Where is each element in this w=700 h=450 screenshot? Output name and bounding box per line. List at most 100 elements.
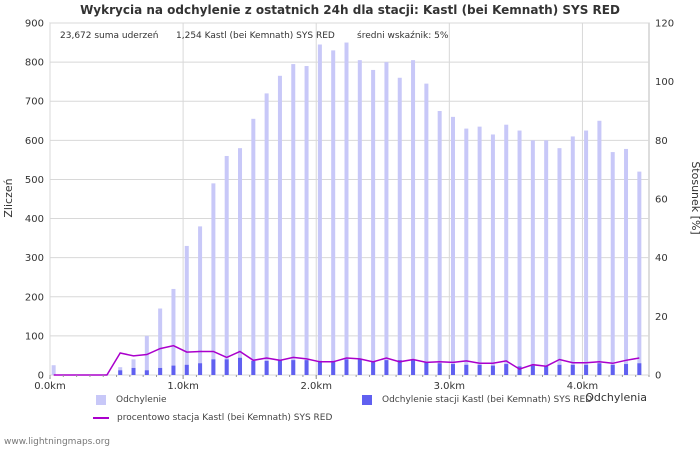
bar-odchylenie (224, 155, 229, 375)
bar-station (624, 364, 629, 375)
bar-odchylenie (331, 50, 336, 375)
bar-odchylenie (397, 77, 402, 375)
bar-station (517, 366, 522, 375)
bar-station (411, 360, 416, 375)
y-tick-left-label: 800 (25, 58, 44, 69)
bar-odchylenie (304, 66, 309, 376)
bar-station (211, 359, 216, 375)
legend-swatch-odchylenie (96, 395, 106, 405)
y-tick-left-label: 0 (38, 371, 44, 382)
legend-swatch-station (362, 395, 372, 405)
legend-line-ratio (93, 417, 109, 419)
bar-odchylenie (437, 111, 442, 375)
legend-label-station: Odchylenie stacji Kastl (bei Kemnath) SY… (382, 395, 593, 405)
bar-station (424, 362, 429, 375)
info-station: 1,254 Kastl (bei Kemnath) SYS RED (176, 31, 335, 41)
y-axis-right-label: Stosunek [%] (689, 161, 700, 234)
y-tick-left-label: 400 (25, 214, 44, 225)
bar-station (291, 360, 296, 375)
bar-station (557, 364, 562, 375)
bar-odchylenie (411, 60, 416, 376)
bar-station (304, 360, 309, 375)
y-tick-right-label: 80 (655, 136, 668, 147)
bar-station (158, 367, 163, 375)
legend-label-odchylenie: Odchylenie (116, 395, 167, 405)
bar-station (251, 360, 256, 375)
bar-station (171, 365, 176, 375)
bar-station (384, 360, 389, 375)
bar-station (264, 360, 269, 375)
bar-station (530, 365, 535, 375)
bar-station (504, 364, 509, 375)
y-tick-right-label: 120 (655, 19, 674, 30)
bar-odchylenie (424, 83, 429, 375)
legend-item-station: Odchylenie stacji Kastl (bei Kemnath) SY… (362, 395, 592, 405)
bar-odchylenie (51, 365, 56, 375)
bar-station (357, 359, 362, 375)
legend-item-ratio: procentowo stacja Kastl (bei Kemnath) SY… (93, 413, 332, 423)
ratio-line (53, 344, 640, 376)
bar-odchylenie (198, 226, 203, 375)
bar-station (597, 363, 602, 375)
bar-station (371, 361, 376, 375)
bar-station (344, 359, 349, 375)
bar-odchylenie (277, 75, 282, 376)
y-tick-right-label: 20 (655, 312, 668, 323)
bar-odchylenie (144, 335, 149, 375)
bar-odchylenie (464, 128, 469, 375)
bar-odchylenie (251, 118, 256, 376)
bar-odchylenie (211, 183, 216, 375)
bar-station (397, 360, 402, 375)
bar-station (238, 357, 243, 375)
y-tick-left-label: 200 (25, 292, 44, 303)
bar-odchylenie (557, 148, 562, 375)
y-tick-right-label: 40 (655, 253, 668, 264)
info-total: 23,672 suma uderzeń (60, 31, 159, 41)
bar-station (490, 365, 495, 375)
bar-odchylenie (371, 69, 376, 375)
bar-station (118, 370, 123, 375)
x-tick-label: 2.0km (301, 381, 332, 392)
y-tick-right-label: 100 (655, 77, 674, 88)
y-tick-left-label: 100 (25, 331, 44, 342)
bar-odchylenie (597, 120, 602, 376)
bar-odchylenie (291, 64, 296, 376)
bar-odchylenie (238, 148, 243, 375)
bar-odchylenie (477, 126, 482, 376)
bar-odchylenie (570, 136, 575, 375)
legend-label-ratio: procentowo stacja Kastl (bei Kemnath) SY… (117, 413, 333, 423)
bar-station (184, 364, 189, 375)
y-tick-left-label: 700 (25, 97, 44, 108)
bar-station (317, 360, 322, 375)
bar-odchylenie (637, 171, 642, 375)
y-axis-left-label: Zliczeń (2, 178, 15, 217)
y-tick-right-label: 60 (655, 195, 668, 206)
bar-odchylenie (544, 140, 549, 375)
bar-station (610, 364, 615, 375)
bar-odchylenie (610, 152, 615, 375)
bar-station (464, 364, 469, 375)
bar-odchylenie (450, 116, 455, 375)
bar-station (544, 365, 549, 375)
x-tick-label: 0.0km (34, 381, 65, 392)
bar-odchylenie (584, 130, 589, 375)
x-tick-label: 4.0km (567, 381, 598, 392)
bar-station (570, 364, 575, 375)
bar-station (450, 364, 455, 375)
bar-odchylenie (384, 62, 389, 375)
bar-station (637, 363, 642, 375)
bar-odchylenie (357, 60, 362, 376)
chart-title: Wykrycia na odchylenie z ostatnich 24h d… (80, 3, 620, 17)
bar-odchylenie (171, 288, 176, 375)
y-tick-left-label: 500 (25, 175, 44, 186)
bar-odchylenie (264, 93, 269, 376)
y-tick-left-label: 900 (25, 19, 44, 30)
info-ratio: średni wskaźnik: 5% (357, 30, 449, 41)
footer-link[interactable]: www.lightningmaps.org (4, 437, 110, 447)
x-tick-label: 1.0km (167, 381, 198, 392)
bar-odchylenie (184, 245, 189, 375)
bar-station (198, 363, 203, 375)
bar-odchylenie (517, 130, 522, 375)
legend: Odchylenie Odchylenie stacji Kastl (bei … (0, 390, 700, 430)
bar-station (477, 364, 482, 375)
